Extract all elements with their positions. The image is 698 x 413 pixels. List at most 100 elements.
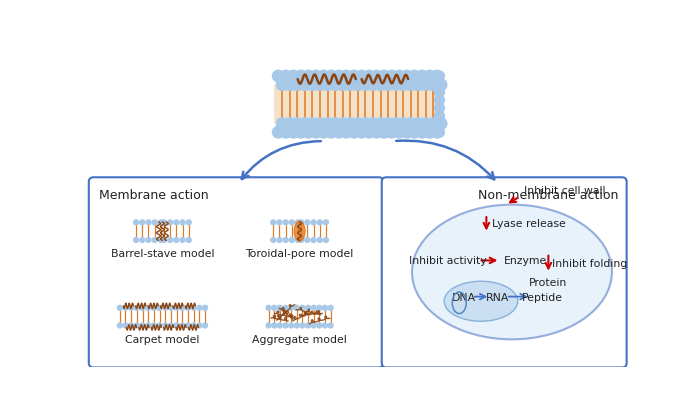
Circle shape (168, 221, 172, 225)
FancyBboxPatch shape (89, 178, 383, 368)
Circle shape (276, 80, 288, 91)
Circle shape (292, 80, 303, 91)
Circle shape (277, 323, 283, 328)
Circle shape (295, 71, 307, 83)
Circle shape (363, 127, 375, 139)
Circle shape (352, 80, 364, 91)
Circle shape (135, 306, 140, 311)
Circle shape (333, 71, 345, 83)
FancyBboxPatch shape (382, 178, 627, 368)
Circle shape (152, 221, 157, 225)
Circle shape (386, 127, 398, 139)
Circle shape (352, 119, 364, 130)
Circle shape (174, 238, 179, 243)
Circle shape (272, 306, 276, 311)
Circle shape (436, 119, 447, 130)
Circle shape (401, 71, 413, 83)
Circle shape (431, 127, 443, 139)
Text: Carpet model: Carpet model (125, 334, 200, 344)
Circle shape (359, 80, 371, 91)
Circle shape (318, 221, 322, 225)
Circle shape (180, 221, 185, 225)
Circle shape (157, 323, 162, 328)
Circle shape (431, 71, 443, 83)
Circle shape (311, 221, 316, 225)
Text: Protein: Protein (529, 278, 567, 288)
Circle shape (140, 306, 145, 311)
Circle shape (435, 96, 445, 106)
Circle shape (318, 71, 329, 83)
Circle shape (117, 306, 122, 311)
Circle shape (163, 306, 168, 311)
Circle shape (299, 80, 311, 91)
Circle shape (333, 127, 345, 139)
Circle shape (397, 80, 409, 91)
Circle shape (272, 323, 276, 328)
Circle shape (277, 306, 283, 311)
Circle shape (180, 306, 185, 311)
Circle shape (344, 80, 356, 91)
Circle shape (328, 323, 333, 328)
Circle shape (325, 71, 337, 83)
Circle shape (435, 128, 445, 138)
Circle shape (389, 80, 401, 91)
Circle shape (306, 119, 318, 130)
Circle shape (180, 323, 185, 328)
Circle shape (306, 80, 318, 91)
Circle shape (151, 306, 156, 311)
Circle shape (283, 306, 288, 311)
Circle shape (375, 80, 386, 91)
Text: DNA: DNA (452, 292, 476, 302)
Circle shape (128, 323, 133, 328)
Circle shape (303, 71, 314, 83)
Circle shape (435, 104, 445, 114)
Circle shape (322, 80, 334, 91)
Circle shape (383, 80, 394, 91)
Circle shape (295, 323, 299, 328)
Circle shape (186, 306, 191, 311)
Circle shape (158, 238, 163, 243)
Circle shape (168, 238, 172, 243)
Circle shape (405, 119, 417, 130)
Circle shape (168, 323, 173, 328)
Circle shape (322, 323, 327, 328)
Circle shape (348, 127, 359, 139)
Circle shape (151, 323, 156, 328)
Circle shape (394, 127, 405, 139)
Circle shape (133, 238, 139, 243)
Circle shape (322, 119, 334, 130)
Circle shape (424, 71, 436, 83)
Circle shape (197, 306, 202, 311)
Circle shape (295, 238, 301, 243)
Circle shape (197, 323, 202, 328)
Circle shape (337, 80, 348, 91)
Circle shape (424, 127, 436, 139)
Circle shape (314, 80, 326, 91)
Circle shape (146, 323, 151, 328)
Circle shape (317, 323, 322, 328)
Circle shape (163, 323, 168, 328)
Circle shape (348, 71, 359, 83)
Circle shape (317, 306, 322, 311)
Text: Peptide: Peptide (521, 292, 563, 302)
Circle shape (266, 323, 271, 328)
Circle shape (128, 306, 133, 311)
Text: RNA: RNA (487, 292, 510, 302)
Circle shape (123, 323, 128, 328)
Circle shape (337, 119, 348, 130)
Circle shape (389, 119, 401, 130)
Text: Membrane action: Membrane action (99, 189, 209, 202)
Text: Inhibit cell wall: Inhibit cell wall (524, 185, 605, 195)
Circle shape (408, 127, 420, 139)
Circle shape (300, 323, 305, 328)
Circle shape (341, 71, 352, 83)
Circle shape (161, 238, 166, 243)
Circle shape (283, 221, 288, 225)
Circle shape (152, 238, 157, 243)
Circle shape (191, 306, 196, 311)
Circle shape (135, 323, 140, 328)
Circle shape (283, 323, 288, 328)
Circle shape (174, 306, 179, 311)
Circle shape (271, 238, 276, 243)
Text: Enzyme: Enzyme (504, 256, 547, 266)
